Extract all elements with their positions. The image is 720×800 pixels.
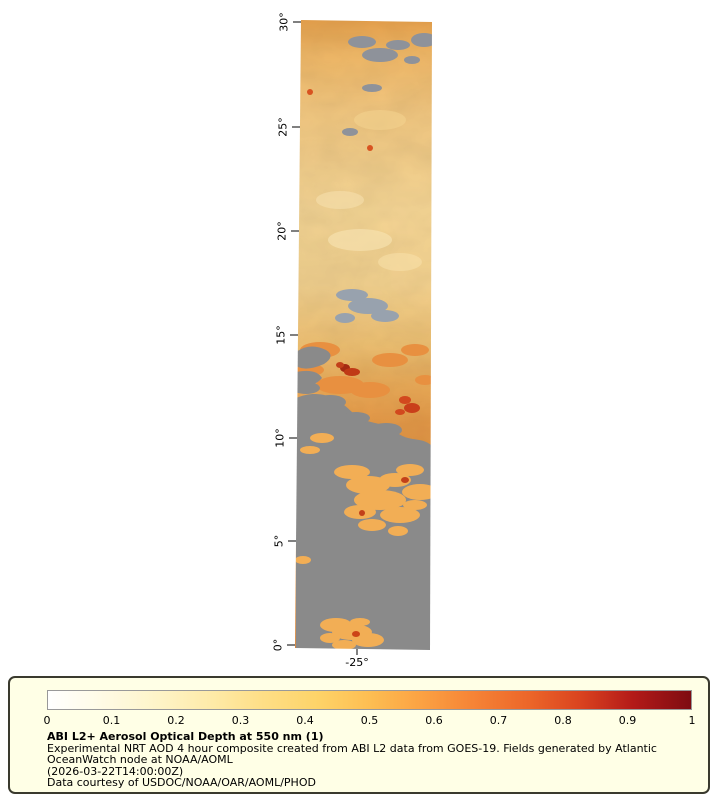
latitude-axis	[287, 21, 301, 646]
legend-description-line1: Experimental NRT AOD 4 hour composite cr…	[47, 741, 657, 755]
aod-red-specks	[307, 89, 420, 637]
colorbar-tick-label: 0.8	[554, 714, 572, 727]
latitude-tick-label: 15°	[275, 325, 288, 345]
latitude-tick-label: 25°	[277, 117, 290, 137]
latitude-tick-label: 30°	[278, 12, 291, 32]
colorbar-tick-label: 0	[43, 714, 51, 727]
legend-panel: 0 0.1 0.2 0.3 0.4 0.5 0.6 0.7 0.8 0.9 1 …	[8, 676, 710, 794]
legend-title: ABI L2+ Aerosol Optical Depth at 550 nm …	[47, 730, 324, 743]
legend-description-line2: OceanWatch node at NOAA/AOML	[47, 753, 233, 766]
colorbar-tick-label: 0.1	[102, 714, 121, 727]
latitude-tick-label: 10°	[274, 428, 287, 448]
latitude-tick-label: 0°	[272, 639, 285, 652]
longitude-axis: -25°	[345, 649, 369, 669]
colorbar-tick-label: 0.7	[489, 714, 508, 727]
legend-text-block: ABI L2+ Aerosol Optical Depth at 550 nm …	[47, 731, 657, 789]
latitude-tick-label: 20°	[276, 221, 289, 241]
legend-courtesy: Data courtesy of USDOC/NOAA/OAR/AOML/PHO…	[47, 776, 316, 789]
colorbar-tick-label: 0.4	[296, 714, 314, 727]
cloud-patches-mid	[335, 289, 399, 323]
cloud-patches-upper	[342, 33, 432, 136]
latitude-tick-label: 5°	[273, 535, 286, 548]
colorbar-ticks: 0 0.1 0.2 0.3 0.4 0.5 0.6 0.7 0.8 0.9 1	[43, 714, 696, 728]
colorbar-tick-label: 0.2	[167, 714, 185, 727]
latitude-labels: 30° 25° 20° 15° 10° 5° 0°	[272, 12, 291, 651]
aod-swath	[295, 20, 432, 650]
colorbar-tick-label: 0.6	[425, 714, 443, 727]
legend-timestamp: (2026-03-22T14:00:00Z)	[47, 764, 184, 778]
colorbar-tick-label: 0.3	[231, 714, 250, 727]
colorbar-tick-label: 0.9	[618, 714, 637, 727]
map-area: 30° 25° 20° 15° 10° 5° 0° -25°	[272, 12, 432, 669]
aod-map: 30° 25° 20° 15° 10° 5° 0° -25°	[272, 12, 432, 669]
aod-patches-south	[295, 433, 432, 650]
colorbar-tick-label: 0.5	[360, 714, 379, 727]
colorbar-tick-label: 1	[688, 714, 696, 727]
longitude-tick-label: -25°	[345, 656, 368, 669]
colorbar	[47, 690, 692, 710]
